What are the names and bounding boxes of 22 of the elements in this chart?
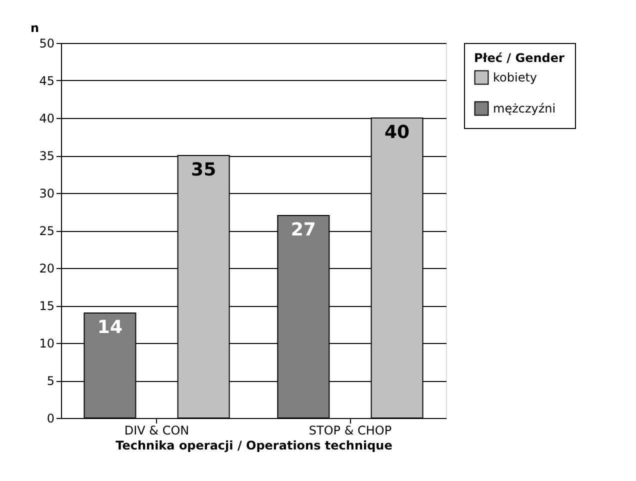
data-label: 40 [384,122,410,143]
x-tick-label: DIV & CON [124,424,190,438]
x-tick-label: STOP & CHOP [308,424,392,438]
y-tick-label: 15 [39,299,54,313]
x-axis-title: Technika operacji / Operations technique [116,438,392,452]
y-tick-label: 30 [39,186,54,200]
y-tick-label: 45 [39,74,54,88]
data-label: 14 [97,317,122,338]
legend-label: kobiety [493,70,538,84]
legend-title: Płeć / Gender [474,51,564,65]
y-tick-label: 50 [39,36,54,50]
data-label: 27 [290,220,316,240]
y-tick-label: 40 [39,112,54,126]
y-tick-label: 25 [39,224,54,238]
y-tick-label: 20 [39,262,54,276]
legend-label: mężczyźni [493,102,556,116]
y-tick-label: 35 [39,149,54,163]
y-tick-label: 10 [39,336,54,350]
y-tick-label: 5 [46,374,54,388]
y-tick-label: 0 [46,412,54,426]
data-label: 35 [191,160,216,180]
y-axis-title: n [30,21,39,35]
